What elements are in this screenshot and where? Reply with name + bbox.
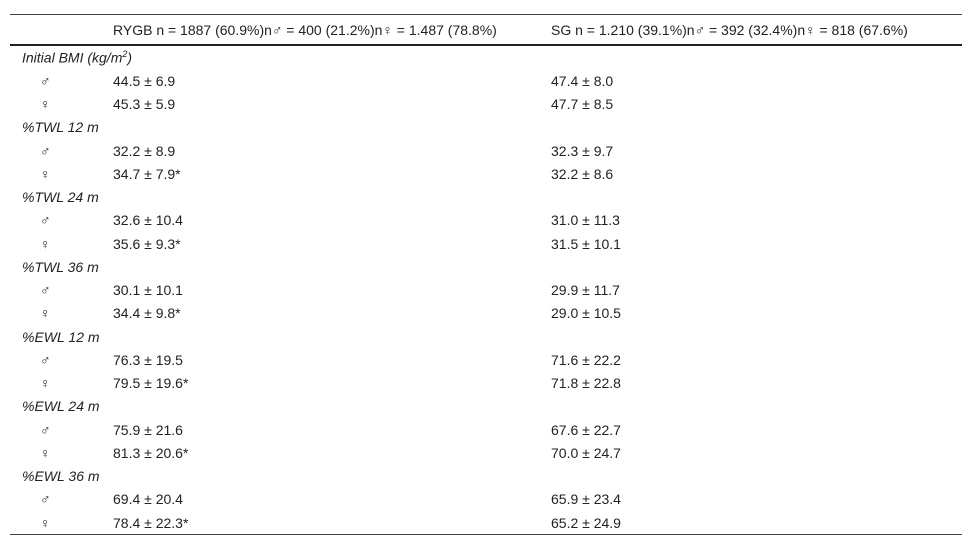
table-row: ♂ 32.2 ± 8.9 32.3 ± 9.7 bbox=[10, 139, 962, 162]
sg-value: 71.6 ± 22.2 bbox=[551, 351, 621, 368]
section-label: Initial BMI (kg/m2) bbox=[22, 49, 133, 66]
sex-symbol: ♂ bbox=[40, 491, 51, 508]
table-row: ♀ 45.3 ± 5.9 47.7 ± 8.5 bbox=[10, 93, 962, 116]
header-blank bbox=[10, 14, 113, 46]
sex-symbol: ♂ bbox=[40, 212, 51, 229]
sg-value: 70.0 ± 24.7 bbox=[551, 444, 621, 461]
sg-value: 67.6 ± 22.7 bbox=[551, 421, 621, 438]
header-sg: SG n = 1.210 (39.1%)n♂ = 392 (32.4%)n♀ =… bbox=[551, 14, 962, 46]
sex-symbol: ♂ bbox=[40, 421, 51, 438]
sg-value: 31.0 ± 11.3 bbox=[551, 212, 620, 229]
rygb-value: 76.3 ± 19.5 bbox=[113, 351, 183, 368]
table-row: ♂ 30.1 ± 10.1 29.9 ± 11.7 bbox=[10, 279, 962, 302]
sg-value: 31.5 ± 10.1 bbox=[551, 235, 621, 252]
rygb-value: 44.5 ± 6.9 bbox=[113, 72, 176, 89]
rygb-value: 78.4 ± 22.3* bbox=[113, 514, 189, 531]
section-row: Initial BMI (kg/m2) bbox=[10, 45, 962, 69]
table-row: ♂ 76.3 ± 19.5 71.6 ± 22.2 bbox=[10, 348, 962, 371]
section-row: %TWL 36 m bbox=[10, 255, 962, 278]
section-row: %TWL 12 m bbox=[10, 116, 962, 139]
rygb-value: 30.1 ± 10.1 bbox=[113, 282, 183, 299]
section-label: %EWL 24 m bbox=[22, 398, 100, 415]
sex-symbol: ♀ bbox=[40, 165, 51, 182]
table-row: ♂ 32.6 ± 10.4 31.0 ± 11.3 bbox=[10, 209, 962, 232]
sg-value: 47.7 ± 8.5 bbox=[551, 96, 614, 113]
table-row: ♀ 34.7 ± 7.9* 32.2 ± 8.6 bbox=[10, 162, 962, 185]
rygb-value: 79.5 ± 19.6* bbox=[113, 375, 189, 392]
sg-value: 71.8 ± 22.8 bbox=[551, 375, 621, 392]
table-row: ♀ 81.3 ± 20.6* 70.0 ± 24.7 bbox=[10, 441, 962, 464]
section-label: %TWL 36 m bbox=[22, 258, 99, 275]
rygb-value: 45.3 ± 5.9 bbox=[113, 96, 176, 113]
section-row: %EWL 12 m bbox=[10, 325, 962, 348]
rygb-value: 34.4 ± 9.8* bbox=[113, 305, 181, 322]
table-row: ♀ 34.4 ± 9.8* 29.0 ± 10.5 bbox=[10, 302, 962, 325]
section-label: %EWL 36 m bbox=[22, 468, 100, 485]
sex-symbol: ♀ bbox=[40, 96, 51, 113]
rygb-value: 75.9 ± 21.6 bbox=[113, 421, 183, 438]
section-row: %TWL 24 m bbox=[10, 186, 962, 209]
sg-value: 65.2 ± 24.9 bbox=[551, 514, 621, 531]
sg-value: 29.9 ± 11.7 bbox=[551, 282, 620, 299]
header-rygb: RYGB n = 1887 (60.9%)n♂ = 400 (21.2%)n♀ … bbox=[113, 14, 551, 46]
sg-value: 29.0 ± 10.5 bbox=[551, 305, 621, 322]
table-row: ♂ 69.4 ± 20.4 65.9 ± 23.4 bbox=[10, 488, 962, 511]
rygb-value: 81.3 ± 20.6* bbox=[113, 444, 189, 461]
sex-symbol: ♀ bbox=[40, 514, 51, 531]
sex-symbol: ♂ bbox=[40, 351, 51, 368]
section-label: %TWL 24 m bbox=[22, 189, 99, 206]
rygb-value: 69.4 ± 20.4 bbox=[113, 491, 183, 508]
header-row: RYGB n = 1887 (60.9%)n♂ = 400 (21.2%)n♀ … bbox=[10, 14, 962, 46]
sex-symbol: ♂ bbox=[40, 72, 51, 89]
sg-value: 32.2 ± 8.6 bbox=[551, 165, 614, 182]
section-label: %TWL 12 m bbox=[22, 119, 99, 136]
sg-value: 47.4 ± 8.0 bbox=[551, 72, 614, 89]
table-row: ♀ 35.6 ± 9.3* 31.5 ± 10.1 bbox=[10, 232, 962, 255]
section-label: %EWL 12 m bbox=[22, 328, 100, 345]
table-row: ♀ 78.4 ± 22.3* 65.2 ± 24.9 bbox=[10, 511, 962, 535]
sex-symbol: ♂ bbox=[40, 282, 51, 299]
results-table: RYGB n = 1887 (60.9%)n♂ = 400 (21.2%)n♀ … bbox=[10, 14, 962, 536]
sg-value: 65.9 ± 23.4 bbox=[551, 491, 621, 508]
sex-symbol: ♀ bbox=[40, 305, 51, 322]
sex-symbol: ♂ bbox=[40, 142, 51, 159]
sex-symbol: ♀ bbox=[40, 375, 51, 392]
rygb-value: 35.6 ± 9.3* bbox=[113, 235, 181, 252]
table-row: ♂ 44.5 ± 6.9 47.4 ± 8.0 bbox=[10, 69, 962, 92]
sex-symbol: ♀ bbox=[40, 444, 51, 461]
rygb-value: 32.6 ± 10.4 bbox=[113, 212, 183, 229]
rygb-value: 32.2 ± 8.9 bbox=[113, 142, 176, 159]
section-row: %EWL 24 m bbox=[10, 395, 962, 418]
rygb-value: 34.7 ± 7.9* bbox=[113, 165, 181, 182]
sex-symbol: ♀ bbox=[40, 235, 51, 252]
sg-value: 32.3 ± 9.7 bbox=[551, 142, 614, 159]
table-row: ♂ 75.9 ± 21.6 67.6 ± 22.7 bbox=[10, 418, 962, 441]
table-row: ♀ 79.5 ± 19.6* 71.8 ± 22.8 bbox=[10, 372, 962, 395]
section-row: %EWL 36 m bbox=[10, 465, 962, 488]
